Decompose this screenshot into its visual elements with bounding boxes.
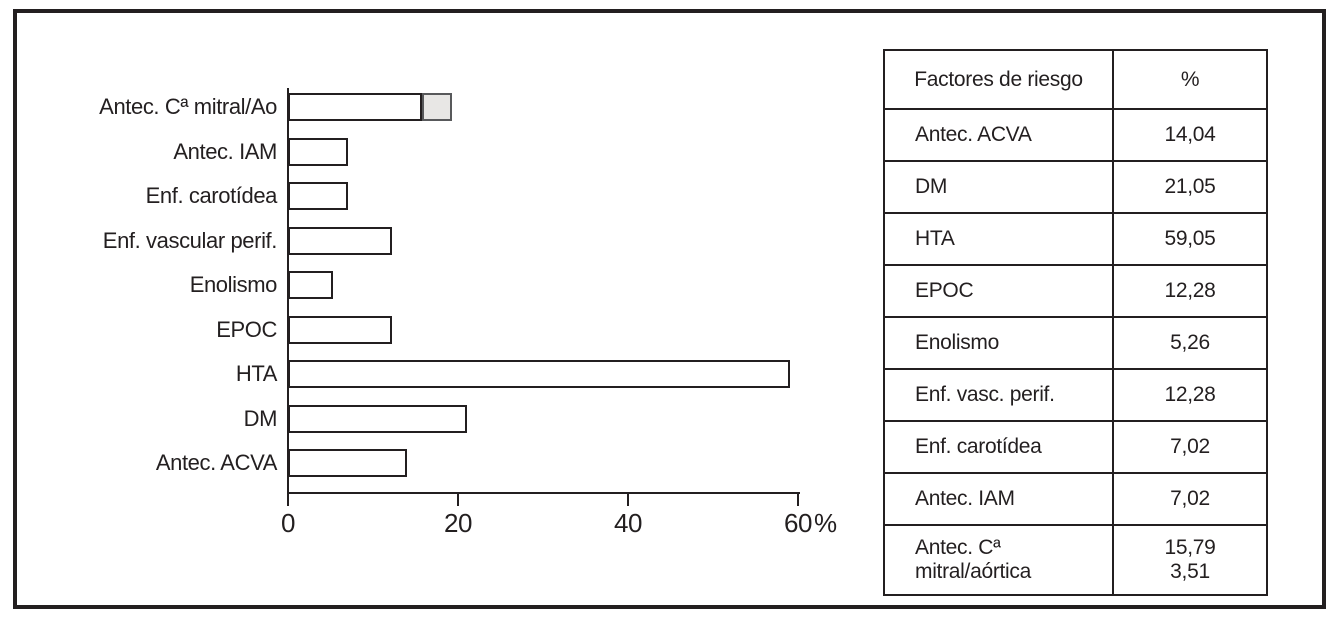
bar [288,360,790,388]
factor-cell: Antec. Cª mitral/aórtica [883,524,1114,596]
pct-cell: 12,28 [1112,264,1268,318]
bar [288,93,452,121]
category-label: DM [243,406,278,431]
bar [288,227,392,255]
category-label: EPOC [216,317,277,342]
bar-segment-secondary [422,93,452,121]
table-row: Antec. IAM 7,02 [883,472,1268,526]
factor-label: DM [915,175,948,198]
x-axis-tick-label: 0 [281,508,295,538]
pct-cell: 12,28 [1112,368,1268,422]
pct-cell: 21,05 [1112,160,1268,214]
pct-value: 59,05 [1164,227,1216,250]
factor-cell: DM [883,160,1114,214]
x-axis-tick [797,492,799,506]
risk-factors-table: Factores de riesgo % Antec. ACVA 14,04 DM 2… [883,49,1268,596]
bar-segment-primary [288,227,392,255]
bar-segment-primary [288,316,392,344]
bar-segment-primary [288,449,407,477]
factor-cell: Antec. IAM [883,472,1114,526]
bar [288,405,467,433]
pct-value: 15,79 3,51 [1164,536,1216,583]
table-row: Enolismo 5,26 [883,316,1268,370]
x-axis-tick-label: 60 [784,508,812,538]
category-label: Enf. vascular perif. [102,228,278,253]
factor-cell: EPOC [883,264,1114,318]
pct-value: 5,26 [1170,331,1210,354]
x-axis-tick-label: 20 [444,508,472,538]
factor-label: HTA [915,227,955,250]
bar-segment-primary [288,271,333,299]
bar [288,138,348,166]
bar-segment-primary [288,405,467,433]
category-label: Antec. Cª mitral/Ao [99,94,277,119]
table-header-row: Factores de riesgo % [883,49,1268,110]
factor-cell: Enolismo [883,316,1114,370]
table-row: Enf. carotídea 7,02 [883,420,1268,474]
pct-cell: 7,02 [1112,420,1268,474]
pct-value: 21,05 [1164,175,1216,198]
pct-cell: 15,79 3,51 [1112,524,1268,596]
factor-label: Antec. IAM [915,487,1015,510]
y-axis-line [287,88,289,494]
category-label: Antec. ACVA [155,450,278,475]
table-header-pct: % [1112,49,1268,110]
pct-value: 12,28 [1164,383,1216,406]
pct-cell: 14,04 [1112,108,1268,162]
bar [288,182,348,210]
bar-segment-primary [288,93,422,121]
category-label: Enolismo [189,272,278,297]
factor-label: Enolismo [915,331,999,354]
category-label: HTA [235,361,278,386]
pct-value: 7,02 [1170,435,1210,458]
table-row: DM 21,05 [883,160,1268,214]
pct-cell: 7,02 [1112,472,1268,526]
pct-cell: 5,26 [1112,316,1268,370]
table-row: Antec. ACVA 14,04 [883,108,1268,162]
factor-label: EPOC [915,279,974,302]
factor-label: Antec. Cª mitral/aórtica [915,536,1031,583]
bar-segment-primary [288,182,348,210]
factor-cell: Enf. carotídea [883,420,1114,474]
bar-segment-primary [288,360,790,388]
bar [288,271,333,299]
pct-value: 12,28 [1164,279,1216,302]
bar [288,449,407,477]
table-row: Enf. vasc. perif. 12,28 [883,368,1268,422]
pct-value: 7,02 [1170,487,1210,510]
table-row: EPOC 12,28 [883,264,1268,318]
x-axis-tick-label: 40 [614,508,642,538]
pct-value: 14,04 [1164,123,1216,146]
factor-label: Enf. vasc. perif. [915,383,1055,406]
table-header-factores: Factores de riesgo [883,49,1114,110]
bar [288,316,392,344]
factor-label: Enf. carotídea [915,435,1042,458]
x-axis-unit-label: % [814,508,837,538]
x-axis-line [287,492,800,494]
factor-cell: Antec. ACVA [883,108,1114,162]
factor-label: Antec. ACVA [915,123,1032,146]
x-axis-tick [287,492,289,506]
x-axis-tick [627,492,629,506]
bar-segment-primary [288,138,348,166]
factor-cell: HTA [883,212,1114,266]
category-label: Antec. IAM [173,139,277,164]
x-axis-tick [457,492,459,506]
factor-cell: Enf. vasc. perif. [883,368,1114,422]
table-row: HTA 59,05 [883,212,1268,266]
pct-cell: 59,05 [1112,212,1268,266]
table-row: Antec. Cª mitral/aórtica 15,79 3,51 [883,524,1268,596]
category-label: Enf. carotídea [145,183,278,208]
